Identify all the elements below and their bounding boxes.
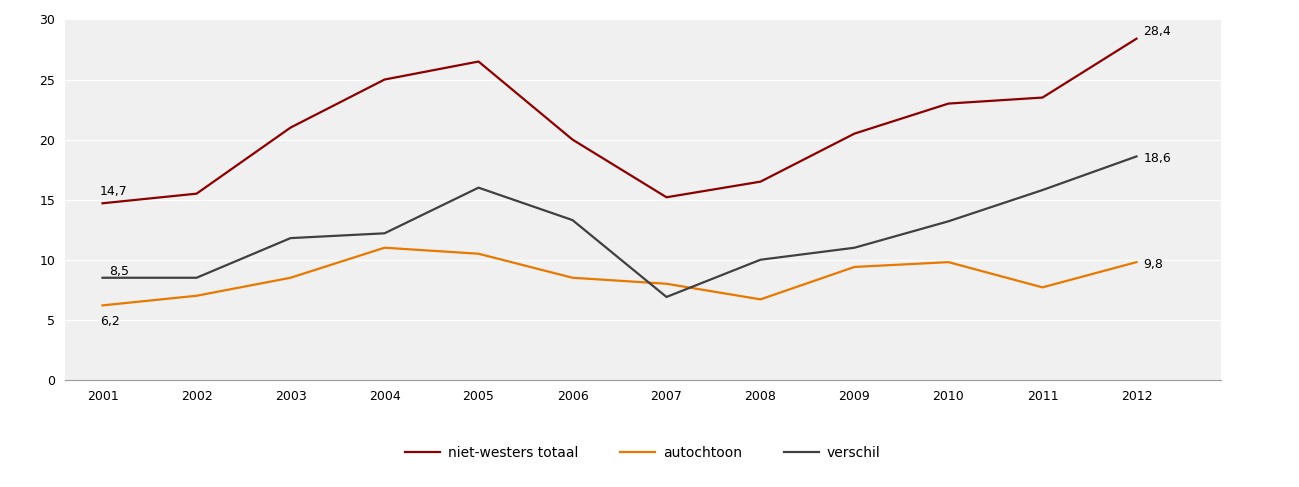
verschil: [1035, 187, 1051, 193]
niet-westers totaal: [470, 58, 486, 64]
Legend: niet-westers totaal, autochtoon, verschil: niet-westers totaal, autochtoon, verschi…: [400, 441, 886, 466]
verschil: [565, 217, 581, 223]
autochtoon: [752, 297, 768, 302]
autochtoon: [565, 275, 581, 281]
Text: 18,6: 18,6: [1143, 152, 1172, 165]
niet-westers totaal: [188, 191, 204, 197]
niet-westers totaal: [1035, 94, 1051, 100]
verschil: [847, 245, 863, 251]
Line: autochtoon: autochtoon: [103, 248, 1137, 305]
verschil: [377, 230, 392, 236]
niet-westers totaal: [752, 179, 768, 185]
autochtoon: [1129, 259, 1144, 265]
autochtoon: [377, 245, 392, 251]
autochtoon: [283, 275, 299, 281]
verschil: [940, 218, 956, 224]
autochtoon: [1035, 284, 1051, 290]
verschil: [188, 275, 204, 281]
Text: 8,5: 8,5: [109, 265, 130, 278]
autochtoon: [847, 264, 863, 270]
verschil: [752, 257, 768, 262]
autochtoon: [470, 251, 486, 257]
Line: verschil: verschil: [103, 156, 1137, 297]
niet-westers totaal: [940, 101, 956, 107]
autochtoon: [940, 259, 956, 265]
niet-westers totaal: [659, 194, 674, 200]
niet-westers totaal: [847, 131, 863, 136]
niet-westers totaal: [377, 76, 392, 82]
verschil: [95, 275, 110, 281]
Line: niet-westers totaal: niet-westers totaal: [103, 38, 1137, 203]
niet-westers totaal: [1129, 36, 1144, 41]
autochtoon: [188, 293, 204, 299]
Text: 6,2: 6,2: [100, 315, 120, 328]
verschil: [470, 185, 486, 190]
autochtoon: [659, 281, 674, 287]
autochtoon: [95, 302, 110, 308]
verschil: [1129, 153, 1144, 159]
niet-westers totaal: [565, 137, 581, 143]
niet-westers totaal: [283, 125, 299, 131]
Text: 28,4: 28,4: [1143, 24, 1172, 37]
verschil: [283, 235, 299, 241]
verschil: [659, 294, 674, 300]
niet-westers totaal: [95, 200, 110, 206]
Text: 9,8: 9,8: [1143, 258, 1164, 271]
Text: 14,7: 14,7: [100, 185, 127, 198]
